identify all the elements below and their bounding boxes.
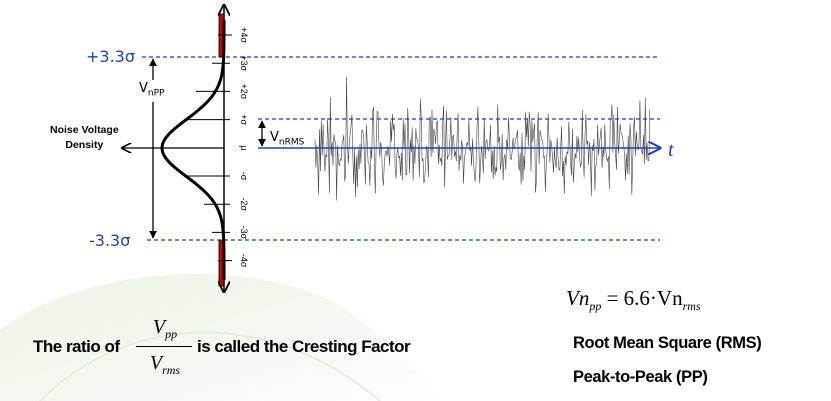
sigma-tick-label: -σ [239,172,249,181]
eq-lhs: Vn [566,286,590,310]
sigma-tick-label: -2σ [239,197,249,211]
sigma-tick-label: μ [239,145,249,150]
vnpp-equation: Vnpp = 6.6·Vnrms [566,286,701,314]
ratio-suffix: is called the Cresting Factor [197,337,411,356]
sigma-tick-label: +2σ [239,83,249,99]
vnrms-label: VnRMS [270,130,304,148]
fraction-bar [136,346,192,347]
leaf-background-vein [39,331,381,401]
ratio-denominator: Vrms [137,352,193,378]
eq-middle: = 6.6·Vn [601,286,683,310]
sigma-tick-label: +3σ [239,55,249,71]
sigma-ticks: +4σ +3σ +2σ +σ μ -σ -2σ -3σ -4σ [186,27,249,268]
ratio-num-sub: pp [165,327,178,341]
vnpp-main: V [139,81,148,96]
sigma-tick-label: -3σ [239,226,249,240]
noise-waveform [314,76,651,201]
eq-rhs-sub: rms [682,299,701,314]
vnpp-sub: nPP [147,88,165,99]
ratio-prefix: The ratio of [33,337,120,356]
density-label-line1: Noise Voltage [50,124,119,136]
definition-rms: Root Mean Square (RMS) [573,334,762,352]
definition-pp: Peak-to-Peak (PP) [573,368,708,386]
sigma-tick-label: -4σ [239,254,249,268]
noise-trace [314,76,651,201]
vnpp-label: VnPP [139,81,164,99]
eq-lhs-sub: pp [589,299,602,314]
leaf-background [0,273,440,401]
lower-level-label: -3.3σ [89,231,131,250]
vnrms-sub: nRMS [278,137,305,148]
ratio-den-sub: rms [162,363,181,377]
sigma-tick-label: +4σ [239,27,249,43]
upper-level-label: +3.3σ [86,47,135,66]
time-label: t [668,139,674,161]
density-label-line2: Density [65,139,104,151]
ratio-numerator: Vpp [137,316,193,342]
density-label: Noise Voltage Density [50,123,119,153]
vnrms-main: V [270,130,279,145]
gaussian-curve [160,20,226,280]
ratio-den-main: V [149,352,163,374]
sigma-tick-label: +σ [239,114,249,125]
ratio-num-main: V [152,316,166,338]
